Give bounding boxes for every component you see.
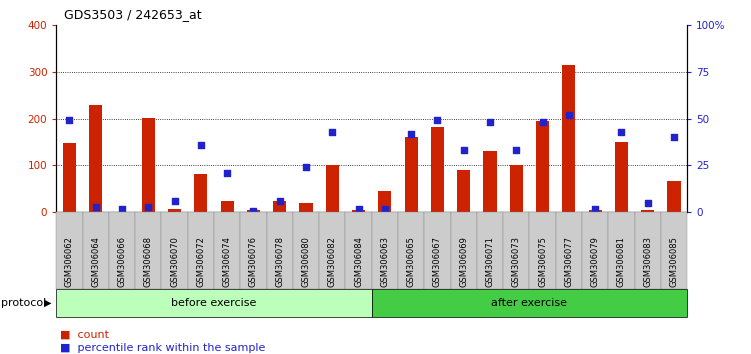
Text: GSM306066: GSM306066 xyxy=(118,236,126,287)
Point xyxy=(616,129,628,135)
Point xyxy=(90,204,102,210)
Text: ▶: ▶ xyxy=(44,298,51,308)
Bar xyxy=(168,209,181,212)
Point xyxy=(143,204,155,210)
Point xyxy=(590,206,602,211)
Bar xyxy=(352,210,365,212)
Point xyxy=(353,206,365,211)
Point xyxy=(248,208,260,213)
Text: GSM306063: GSM306063 xyxy=(381,236,389,287)
Text: GSM306076: GSM306076 xyxy=(249,236,258,287)
Point xyxy=(457,148,470,153)
Bar xyxy=(536,121,549,212)
Bar xyxy=(615,142,628,212)
Point xyxy=(406,131,418,136)
Bar xyxy=(300,203,312,212)
Text: GSM306084: GSM306084 xyxy=(354,236,363,287)
Bar xyxy=(379,191,391,212)
Text: GSM306074: GSM306074 xyxy=(223,236,231,287)
Bar xyxy=(484,152,496,212)
Bar xyxy=(405,137,418,212)
Bar xyxy=(668,181,680,212)
Text: ■  percentile rank within the sample: ■ percentile rank within the sample xyxy=(60,343,265,353)
Bar xyxy=(431,127,444,212)
Bar xyxy=(142,118,155,212)
Text: GSM306069: GSM306069 xyxy=(460,236,468,287)
Point xyxy=(668,135,680,140)
Point xyxy=(300,165,312,170)
Point xyxy=(641,200,653,206)
Text: GSM306062: GSM306062 xyxy=(65,236,74,287)
Bar xyxy=(247,210,260,212)
Text: GDS3503 / 242653_at: GDS3503 / 242653_at xyxy=(64,8,201,21)
Text: GSM306065: GSM306065 xyxy=(407,236,415,287)
Bar xyxy=(195,174,207,212)
Point xyxy=(222,170,234,176)
Bar xyxy=(641,210,654,212)
Point xyxy=(64,118,75,123)
Text: GSM306064: GSM306064 xyxy=(92,236,100,287)
Text: GSM306075: GSM306075 xyxy=(538,236,547,287)
Bar xyxy=(89,105,102,212)
Text: GSM306077: GSM306077 xyxy=(565,236,573,287)
Point xyxy=(431,118,443,123)
Point xyxy=(195,142,207,148)
Bar xyxy=(562,65,575,212)
Text: GSM306072: GSM306072 xyxy=(197,236,205,287)
Point xyxy=(326,129,338,135)
Point xyxy=(116,206,128,211)
Text: GSM306080: GSM306080 xyxy=(302,236,310,287)
Bar xyxy=(326,165,339,212)
Point xyxy=(169,198,181,204)
Text: GSM306067: GSM306067 xyxy=(433,236,442,287)
Bar xyxy=(273,201,286,212)
Text: GSM306083: GSM306083 xyxy=(644,236,652,287)
Point xyxy=(536,120,548,125)
Text: protocol: protocol xyxy=(1,298,46,308)
Text: GSM306078: GSM306078 xyxy=(276,236,284,287)
Bar xyxy=(221,201,234,212)
Text: GSM306073: GSM306073 xyxy=(512,236,520,287)
Point xyxy=(274,198,286,204)
Text: ■  count: ■ count xyxy=(60,330,109,339)
Point xyxy=(511,148,523,153)
Bar xyxy=(63,143,76,212)
Bar xyxy=(510,165,523,212)
Text: GSM306070: GSM306070 xyxy=(170,236,179,287)
Text: GSM306079: GSM306079 xyxy=(591,236,599,287)
Point xyxy=(563,112,575,118)
Point xyxy=(379,206,391,211)
Text: before exercise: before exercise xyxy=(171,298,257,308)
Text: GSM306081: GSM306081 xyxy=(617,236,626,287)
Point xyxy=(484,120,496,125)
Text: GSM306068: GSM306068 xyxy=(144,236,152,287)
Bar xyxy=(457,170,470,212)
Text: after exercise: after exercise xyxy=(491,298,568,308)
Text: GSM306071: GSM306071 xyxy=(486,236,494,287)
Bar xyxy=(589,210,602,212)
Text: GSM306082: GSM306082 xyxy=(328,236,336,287)
Text: GSM306085: GSM306085 xyxy=(670,236,678,287)
